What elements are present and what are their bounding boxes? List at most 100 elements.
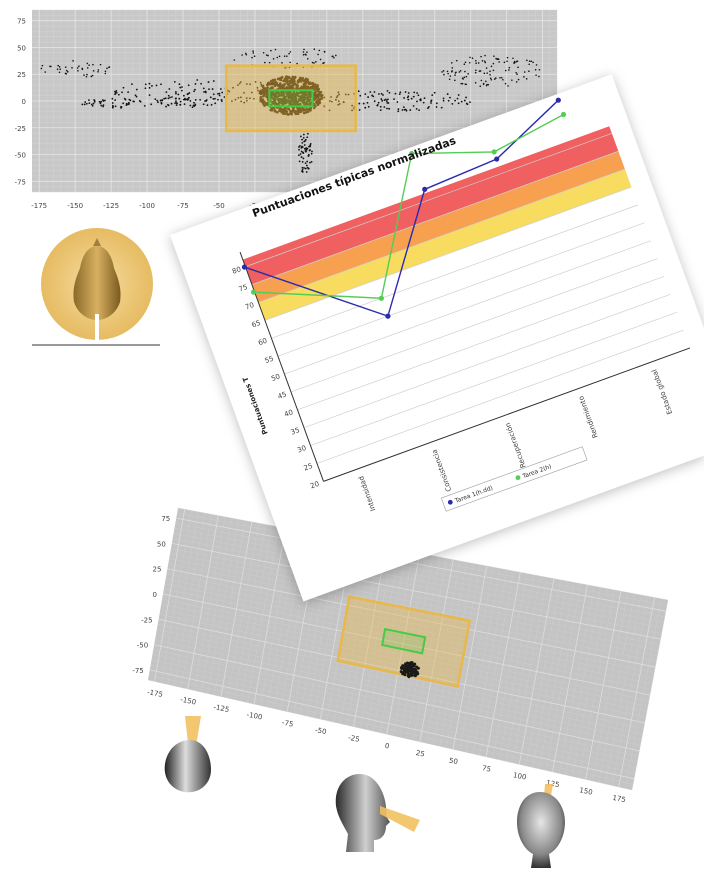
x-tick-label: -175	[146, 688, 163, 699]
scatter-point	[287, 107, 291, 111]
scatter-point	[516, 60, 519, 62]
scatter-point	[285, 80, 289, 84]
scatter-point	[301, 138, 303, 141]
scatter-point	[402, 106, 405, 109]
scatter-point	[92, 102, 95, 105]
scatter-point	[338, 103, 341, 105]
scatter-point	[57, 64, 59, 67]
scatter-point	[415, 108, 418, 110]
scatter-point	[364, 93, 367, 96]
scatter-point	[380, 92, 383, 95]
scatter-point	[219, 88, 222, 90]
scatter-point	[286, 113, 290, 116]
scatter-point	[498, 61, 500, 63]
scatter-point	[276, 103, 279, 106]
scatter-point	[200, 82, 203, 85]
scatter-point	[302, 101, 306, 105]
scatter-point	[209, 96, 212, 99]
scatter-point	[463, 76, 466, 79]
scatter-point	[168, 88, 171, 90]
scatter-point	[372, 95, 375, 98]
scatter-point	[300, 156, 303, 158]
scatter-point	[275, 83, 279, 86]
scatter-point	[122, 86, 125, 89]
grid-line	[155, 634, 642, 740]
scatter-point	[492, 62, 495, 65]
scatter-point	[451, 102, 454, 105]
scatter-point	[278, 109, 281, 112]
scatter-point	[300, 150, 303, 153]
scatter-point	[511, 79, 513, 81]
scatter-point	[528, 63, 530, 66]
scatter-point	[296, 107, 300, 111]
series-point	[494, 156, 500, 162]
grid-line	[162, 593, 651, 696]
scatter-point	[410, 663, 414, 667]
scatter-point	[307, 99, 310, 103]
scatter-point	[232, 86, 234, 89]
scatter-point	[307, 95, 311, 98]
scatter-point	[288, 66, 291, 69]
scatter-point	[292, 102, 296, 106]
scatter-point	[457, 94, 460, 96]
scatter-point	[97, 69, 100, 71]
scatter-point	[373, 91, 376, 93]
scatter-point	[367, 105, 370, 108]
scatter-point	[377, 93, 380, 95]
grid	[147, 507, 669, 791]
scatter-point	[506, 60, 508, 63]
scatter-point	[512, 57, 514, 60]
scatter-point	[290, 77, 293, 81]
scatter-point	[111, 105, 114, 108]
regions	[224, 64, 357, 133]
scatter-point	[274, 48, 277, 51]
scatter-point	[323, 61, 325, 64]
grid-line	[271, 204, 639, 339]
scatter-point	[435, 102, 438, 105]
scatter-point	[485, 84, 488, 87]
scatter-point	[410, 97, 413, 100]
scatter-point	[302, 133, 305, 136]
scatter-point	[313, 83, 317, 86]
scatter-point	[515, 71, 517, 74]
scatter-point	[335, 96, 338, 99]
scatter-point	[316, 95, 319, 98]
scatter-point	[379, 109, 382, 112]
scatter-point	[358, 109, 361, 111]
scatter-point	[469, 56, 471, 59]
scatter-point	[301, 141, 304, 144]
scatter-point	[237, 84, 239, 87]
scatter-point	[419, 98, 422, 101]
y-tick-label: -25	[141, 616, 152, 624]
grid-line	[163, 588, 652, 690]
scatter-point	[419, 99, 422, 102]
scatter-point	[294, 96, 297, 99]
scatter-point	[538, 68, 541, 71]
scatter-point	[448, 78, 451, 81]
scatter-point	[357, 90, 360, 93]
scatter-point	[475, 69, 477, 72]
y-tick-label: 65	[251, 319, 262, 330]
scatter-point	[150, 103, 153, 106]
scatter-point	[431, 94, 434, 97]
scatter-point	[464, 61, 467, 64]
grid-line	[171, 543, 661, 640]
scatter-point	[76, 67, 79, 69]
gaze-map-top: -175-150-125-100-75-50-25025507510012515…	[15, 9, 558, 210]
scatter-point	[175, 101, 178, 104]
x-tick-label: 175	[612, 794, 627, 804]
scatter-point	[337, 91, 340, 94]
scatter-point	[507, 85, 509, 87]
scatter-point	[530, 60, 533, 63]
head-top-view-icon	[32, 228, 160, 346]
scatter-point	[288, 96, 292, 100]
scatter-point	[359, 94, 362, 97]
scatter-point	[313, 88, 316, 91]
scatter-point	[217, 98, 219, 101]
scatter-point	[508, 66, 511, 69]
grid-line	[157, 624, 644, 729]
scatter-point	[262, 92, 266, 95]
scatter-point	[272, 57, 275, 60]
scatter-point	[131, 83, 133, 86]
